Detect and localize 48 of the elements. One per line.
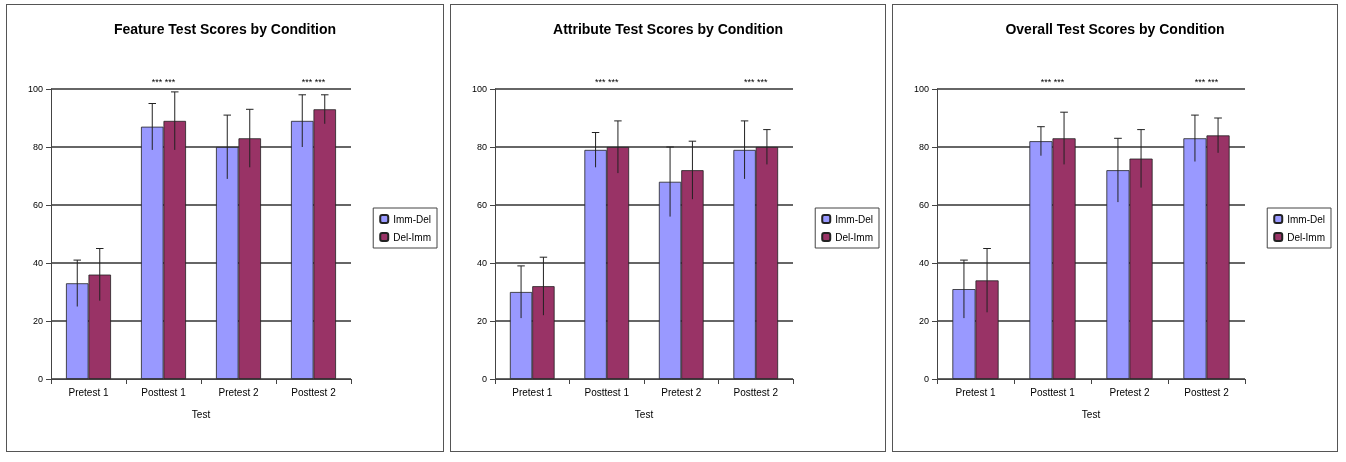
y-tick-label: 40 (32, 258, 43, 268)
text: *** *** (1194, 76, 1219, 87)
x-tick-label: Posttest 2 (733, 386, 779, 398)
chart-title: Feature Test Scores by Condition (113, 21, 337, 37)
y-tick-label: 20 (918, 316, 929, 326)
y-tick-label: 0 (923, 374, 929, 384)
x-tick-label: Posttest 1 (1030, 386, 1076, 398)
y-tick-label: 40 (476, 258, 487, 268)
text: *** *** (151, 76, 176, 87)
x-axis-title: Test (191, 408, 211, 420)
y-tick-label: 60 (918, 200, 929, 210)
text: *** *** (594, 76, 619, 87)
y-tick-label: 100 (913, 84, 929, 94)
x-tick-label: Pretest 1 (512, 386, 553, 398)
x-axis-title: Test (1081, 408, 1101, 420)
y-tick-label: 40 (918, 258, 929, 268)
legend-label: Imm-Del (835, 213, 874, 225)
x-axis-title: Test (634, 408, 654, 420)
y-tick-label: 80 (476, 142, 487, 152)
x-tick-label: Pretest 2 (1109, 386, 1150, 398)
y-tick-label: 60 (476, 200, 487, 210)
x-tick-label: Pretest 2 (218, 386, 259, 398)
chart-title: Overall Test Scores by Condition (1005, 21, 1225, 37)
x-tick-label: Pretest 2 (661, 386, 702, 398)
y-tick-label: 20 (32, 316, 43, 326)
text: *** *** (301, 76, 326, 87)
y-tick-label: 0 (481, 374, 487, 384)
x-tick-label: Posttest 2 (291, 386, 337, 398)
y-tick-label: 100 (27, 84, 43, 94)
y-tick-label: 80 (32, 142, 43, 152)
legend-label: Del-Imm (393, 231, 432, 243)
x-tick-label: Pretest 1 (955, 386, 996, 398)
text: *** *** (1040, 76, 1065, 87)
y-tick-label: 60 (32, 200, 43, 210)
chart-title: Attribute Test Scores by Condition (553, 21, 783, 37)
y-tick-label: 80 (918, 142, 929, 152)
legend-label: Imm-Del (1287, 213, 1326, 225)
x-tick-label: Pretest 1 (68, 386, 109, 398)
y-tick-label: 0 (37, 374, 43, 384)
x-tick-label: Posttest 2 (1184, 386, 1230, 398)
y-tick-label: 100 (471, 84, 487, 94)
y-tick-label: 20 (476, 316, 487, 326)
legend-label: Del-Imm (1287, 231, 1326, 243)
legend-label: Del-Imm (835, 231, 874, 243)
x-tick-label: Posttest 1 (584, 386, 630, 398)
legend-label: Imm-Del (393, 213, 432, 225)
text: *** *** (743, 76, 768, 87)
x-tick-label: Posttest 1 (141, 386, 187, 398)
